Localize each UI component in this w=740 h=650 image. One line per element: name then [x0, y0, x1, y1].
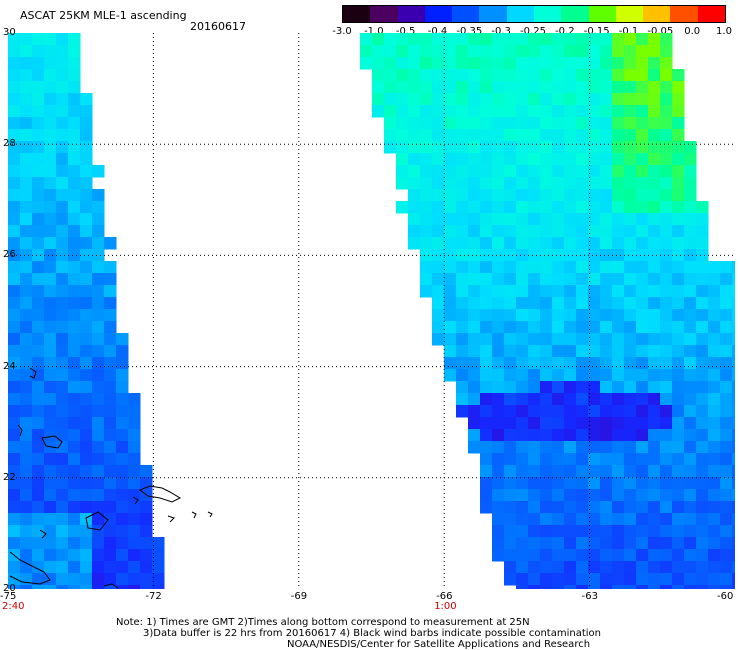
lon-tick-label: -75: [0, 591, 17, 602]
lat-tick-label: 20: [3, 583, 16, 594]
lat-tick-label: 30: [3, 27, 16, 38]
colorbar-segment: [561, 6, 589, 22]
colorbar-segment: [397, 6, 425, 22]
lon-tick-label: -69: [290, 591, 308, 602]
lat-tick-label: 28: [3, 138, 16, 150]
colorbar-tick-label: -0.15: [583, 26, 610, 37]
note-line-1: Note: 1) Times are GMT 2)Times along bot…: [116, 617, 530, 628]
lat-tick-label: 26: [3, 249, 16, 261]
colorbar-segment: [615, 6, 644, 22]
colorbar-tick-label: 0.0: [684, 26, 701, 37]
colorbar-segment: [670, 6, 698, 22]
colorbar-tick-label: -1.0: [364, 26, 384, 37]
colorbar-tick-label: 1.0: [716, 26, 732, 37]
right-swath: [360, 33, 735, 589]
colorbar-segment: [506, 6, 534, 22]
product-date: 20160617: [190, 20, 246, 33]
colorbar-tick-label: -0.25: [520, 26, 546, 37]
colorbar-tick-label: -0.1: [618, 26, 639, 37]
lat-tick-label: 22: [3, 471, 16, 483]
note-line-3: NOAA/NESDIS/Center for Satellite Applica…: [287, 639, 591, 650]
lon-tick-label: -72: [145, 591, 162, 602]
data-layer: [8, 33, 735, 589]
lat-tick-label: 24: [3, 360, 16, 372]
colorbar-tick-label: -0.35: [456, 26, 483, 37]
lon-tick-label: -63: [581, 591, 598, 602]
note-line-2: 3)Data buffer is 22 hrs from 20160617 4)…: [143, 628, 601, 639]
colorbar-segment: [533, 6, 562, 22]
time-label: 1:00: [434, 601, 457, 612]
colorbar-tick-label: -0.2: [555, 26, 575, 37]
colorbar-segment: [424, 6, 453, 22]
colorbar-segment: [697, 6, 725, 22]
colorbar-segment: [588, 6, 616, 22]
lon-tick-label: -66: [436, 591, 453, 602]
colorbar-segment: [370, 6, 398, 22]
colorbar-segment: [343, 6, 371, 22]
colorbar-segment: [452, 6, 480, 22]
coastlines: [9, 367, 213, 589]
colorbar-segment: [479, 6, 507, 22]
product-title: ASCAT 25KM MLE-1 ascending: [20, 9, 187, 22]
lon-tick-label: -60: [717, 591, 734, 602]
time-label: 2:40: [2, 601, 25, 612]
colorbar-tick-label: -3.0: [332, 26, 352, 37]
colorbar-tick-label: -0.4: [427, 26, 448, 37]
colorbar-tick-label: -0.5: [395, 26, 416, 37]
left-swath: [8, 33, 165, 589]
colorbar-tick-label: -0.05: [647, 26, 674, 37]
colorbar: [342, 5, 726, 23]
colorbar-tick-label: -0.3: [491, 26, 511, 37]
colorbar-segment: [643, 6, 671, 22]
gridlines: [8, 33, 735, 589]
